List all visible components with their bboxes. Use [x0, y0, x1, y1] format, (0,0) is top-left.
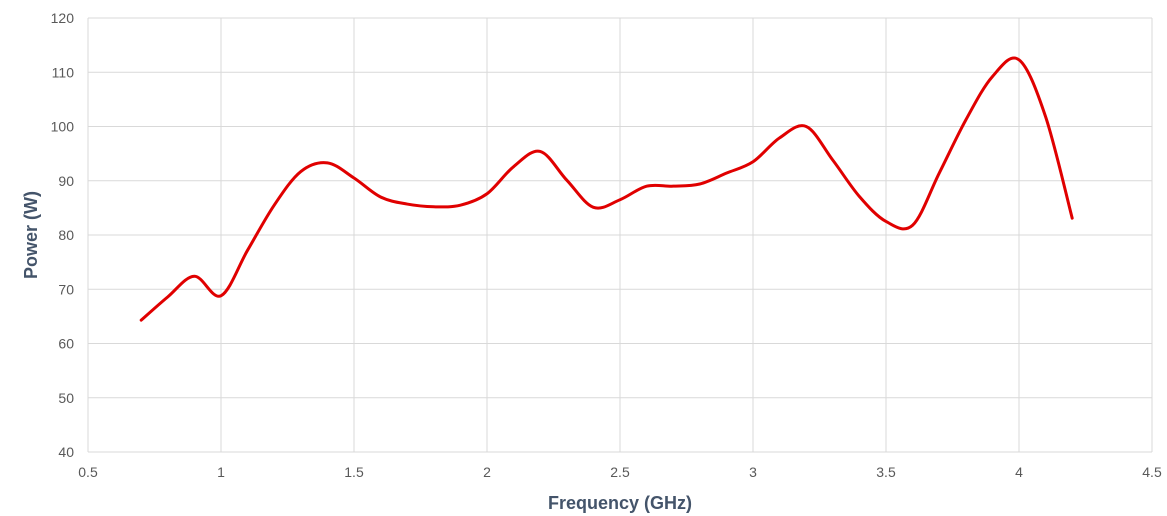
y-tick-label: 110	[52, 64, 75, 80]
gridlines	[87, 17, 1153, 453]
x-tick-label: 1.5	[344, 464, 364, 480]
series-line	[139, 56, 1074, 322]
x-tick-label: 3	[749, 464, 757, 480]
y-tick-label: 60	[58, 336, 74, 352]
x-axis-title: Frequency (GHz)	[548, 493, 692, 513]
y-tick-label: 120	[51, 10, 75, 26]
x-tick-labels: 0.5 1 1.5 2 2.5 3 3.5 4 4.5	[78, 464, 1162, 480]
y-tick-label: 70	[58, 281, 74, 297]
y-tick-label: 80	[58, 227, 74, 243]
x-tick-label: 4.5	[1142, 464, 1162, 480]
x-tick-label: 1	[217, 464, 225, 480]
y-tick-labels: 40 50 60 70 80 90 100 110 120	[51, 10, 75, 460]
x-tick-label: 4	[1015, 464, 1023, 480]
x-tick-label: 3.5	[876, 464, 896, 480]
y-axis-title: Power (W)	[21, 191, 41, 279]
y-tick-label: 40	[58, 444, 74, 460]
x-tick-label: 2	[483, 464, 491, 480]
y-tick-label: 50	[58, 390, 74, 406]
x-tick-label: 0.5	[78, 464, 98, 480]
y-tick-label: 90	[58, 173, 74, 189]
x-tick-label: 2.5	[610, 464, 630, 480]
y-tick-label: 100	[51, 119, 75, 135]
